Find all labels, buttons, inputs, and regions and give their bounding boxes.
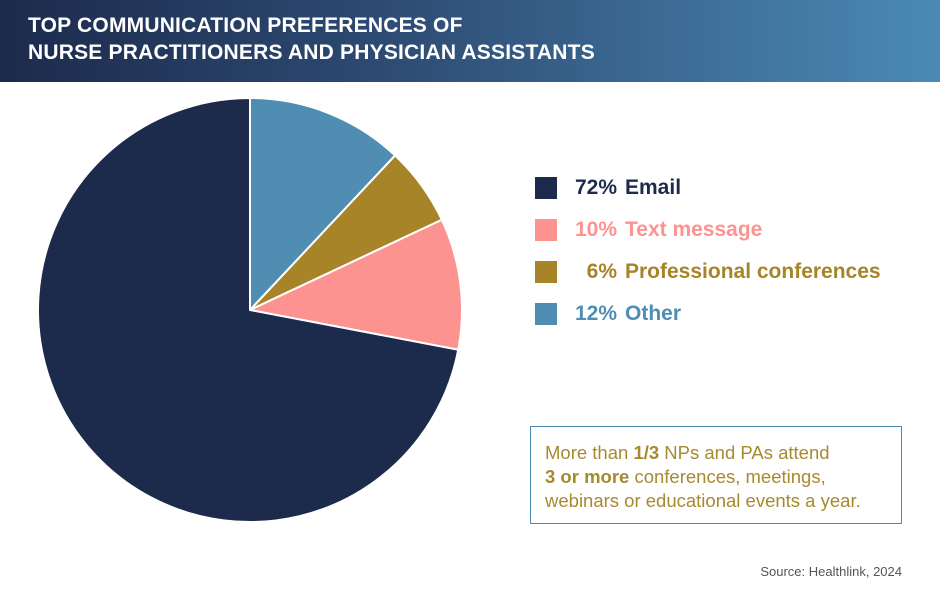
legend-label-other: Other bbox=[625, 302, 682, 325]
legend-swatch-email bbox=[535, 177, 557, 199]
callout-line-3: webinars or educational events a year. bbox=[545, 490, 861, 511]
legend-label-text-message: Text message bbox=[625, 218, 763, 241]
legend-percent-other: 12% bbox=[574, 302, 617, 325]
pie-chart-svg bbox=[37, 97, 463, 523]
legend-percent-text-message: 10% bbox=[574, 218, 617, 241]
legend-swatch-text-message bbox=[535, 219, 557, 241]
chart-title: TOP COMMUNICATION PREFERENCES OF NURSE P… bbox=[28, 12, 595, 66]
slice-text-message bbox=[249, 218, 463, 351]
callout-bold-count: 3 or more bbox=[545, 466, 630, 487]
slice-other bbox=[249, 97, 397, 311]
callout-box: More than 1/3 NPs and PAs attend 3 or mo… bbox=[530, 426, 902, 524]
header-banner: TOP COMMUNICATION PREFERENCES OF NURSE P… bbox=[0, 0, 940, 82]
title-line-2: NURSE PRACTITIONERS AND PHYSICIAN ASSIST… bbox=[28, 41, 595, 64]
title-line-1: TOP COMMUNICATION PREFERENCES OF bbox=[28, 14, 463, 37]
legend-label-email: Email bbox=[625, 176, 682, 199]
callout-text-2: NPs and PAs attend bbox=[659, 442, 830, 463]
callout-line-2: 3 or more conferences, meetings, bbox=[545, 465, 887, 489]
legend-label-professional-conferences: Professional conferences bbox=[625, 260, 881, 283]
pie-chart bbox=[0, 82, 520, 542]
callout-text-3: conferences, meetings, bbox=[629, 466, 826, 487]
legend-percent-professional-conferences: 6% bbox=[586, 260, 617, 283]
callout-line-1: More than 1/3 NPs and PAs attend bbox=[545, 441, 887, 465]
legend-swatch-professional-conferences bbox=[535, 261, 557, 283]
source-note: Source: Healthlink, 2024 bbox=[760, 564, 902, 579]
slice-email bbox=[37, 97, 460, 523]
callout-bold-fraction: 1/3 bbox=[633, 442, 660, 463]
legend-swatch-other bbox=[535, 303, 557, 325]
callout-text-1: More than bbox=[545, 442, 634, 463]
legend-percent-email: 72% bbox=[574, 176, 617, 199]
